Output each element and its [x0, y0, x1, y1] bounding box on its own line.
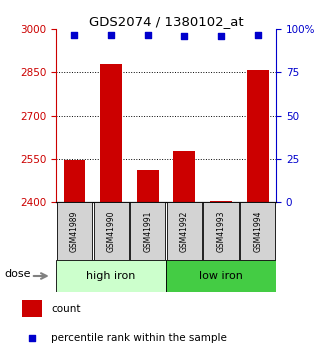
Text: high iron: high iron — [86, 271, 136, 281]
Bar — [64, 160, 85, 202]
FancyBboxPatch shape — [130, 203, 165, 260]
Text: GSM41993: GSM41993 — [217, 210, 226, 252]
Point — [108, 32, 114, 37]
FancyBboxPatch shape — [93, 203, 129, 260]
Text: GSM41991: GSM41991 — [143, 210, 152, 252]
Point — [72, 32, 77, 37]
Text: GSM41992: GSM41992 — [180, 210, 189, 252]
Bar — [22, 300, 42, 317]
Bar — [100, 65, 122, 202]
Text: low iron: low iron — [199, 271, 243, 281]
FancyBboxPatch shape — [240, 203, 275, 260]
Text: GSM41989: GSM41989 — [70, 210, 79, 252]
Bar — [173, 151, 195, 202]
FancyBboxPatch shape — [204, 203, 239, 260]
FancyBboxPatch shape — [167, 203, 202, 260]
Text: GSM41990: GSM41990 — [107, 210, 116, 252]
Text: percentile rank within the sample: percentile rank within the sample — [51, 333, 227, 343]
Bar — [247, 70, 269, 202]
Bar — [166, 260, 276, 292]
Bar — [137, 170, 159, 202]
Title: GDS2074 / 1380102_at: GDS2074 / 1380102_at — [89, 15, 243, 28]
Bar — [56, 260, 166, 292]
Point — [145, 32, 150, 37]
Point — [30, 335, 35, 341]
FancyBboxPatch shape — [57, 203, 92, 260]
Point — [255, 32, 260, 37]
Point — [219, 33, 224, 39]
Text: GSM41994: GSM41994 — [253, 210, 262, 252]
Bar — [210, 201, 232, 202]
Text: count: count — [51, 304, 81, 314]
Point — [182, 33, 187, 39]
Text: dose: dose — [4, 269, 31, 279]
